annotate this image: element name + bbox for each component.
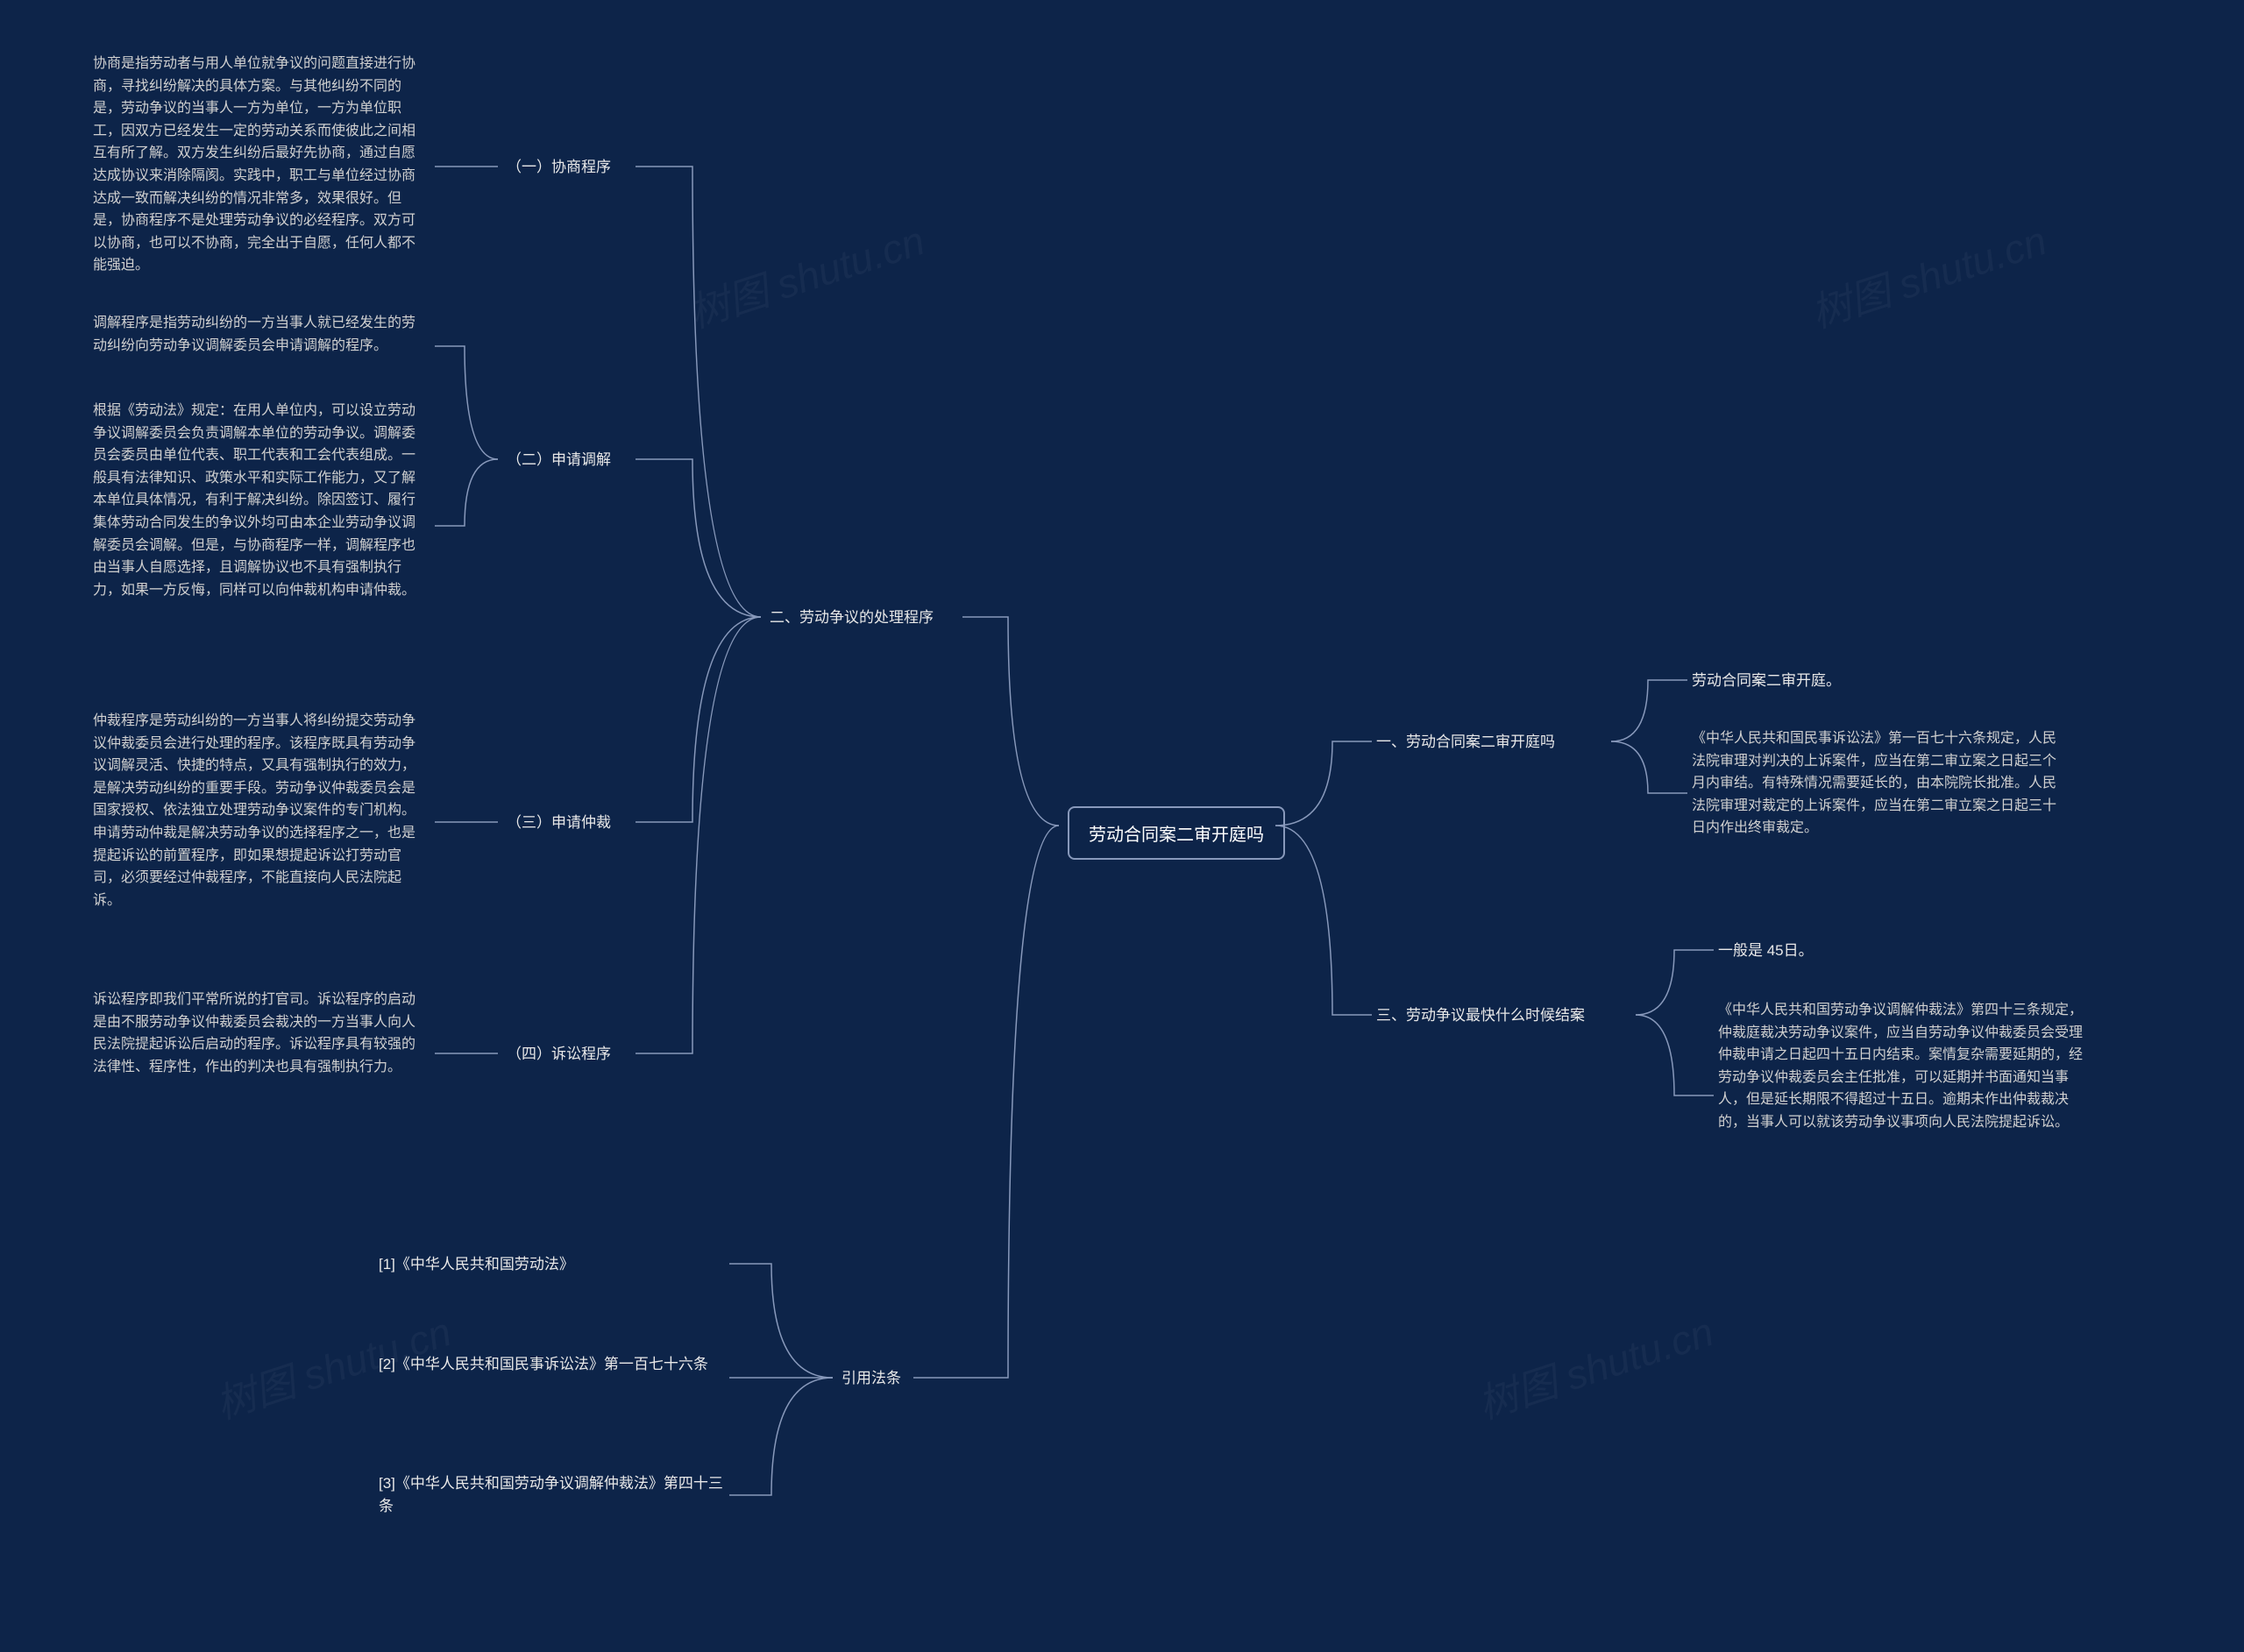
center-node: 劳动合同案二审开庭吗	[1068, 806, 1285, 860]
branch-1-child-1: 劳动合同案二审开庭。	[1692, 670, 1841, 692]
sub-1-desc: 协商是指劳动者与用人单位就争议的问题直接进行协商，寻找纠纷解决的具体方案。与其他…	[93, 53, 426, 277]
law-ref-2: [2]《中华人民共和国民事诉讼法》第一百七十六条	[379, 1353, 729, 1376]
branch-1: 一、劳动合同案二审开庭吗	[1376, 731, 1555, 754]
law-ref-1: [1]《中华人民共和国劳动法》	[379, 1253, 729, 1276]
law-branch: 引用法条	[842, 1367, 901, 1390]
sub-4: （四）诉讼程序	[507, 1043, 611, 1066]
watermark: 树图 shutu.cn	[1803, 209, 2053, 340]
sub-3: （三）申请仲裁	[507, 812, 611, 834]
branch-2: 二、劳动争议的处理程序	[770, 606, 934, 629]
branch-3: 三、劳动争议最快什么时候结案	[1376, 1004, 1585, 1027]
sub-2-desc-2: 根据《劳动法》规定：在用人单位内，可以设立劳动争议调解委员会负责调解本单位的劳动…	[93, 400, 426, 601]
watermark: 树图 shutu.cn	[1470, 1301, 1720, 1431]
watermark: 树图 shutu.cn	[681, 209, 931, 340]
law-ref-3: [3]《中华人民共和国劳动争议调解仲裁法》第四十三条	[379, 1472, 729, 1517]
branch-3-child-1: 一般是 45日。	[1718, 939, 1814, 962]
sub-2: （二）申请调解	[507, 449, 611, 471]
branch-1-child-2: 《中华人民共和国民事诉讼法》第一百七十六条规定，人民法院审理对判决的上诉案件，应…	[1692, 727, 2069, 840]
sub-2-desc-1: 调解程序是指劳动纠纷的一方当事人就已经发生的劳动纠纷向劳动争议调解委员会申请调解…	[93, 312, 426, 357]
sub-4-desc: 诉讼程序即我们平常所说的打官司。诉讼程序的启动是由不服劳动争议仲裁委员会裁决的一…	[93, 989, 426, 1078]
sub-3-desc: 仲裁程序是劳动纠纷的一方当事人将纠纷提交劳动争议仲裁委员会进行处理的程序。该程序…	[93, 710, 426, 911]
branch-3-child-2: 《中华人民共和国劳动争议调解仲裁法》第四十三条规定，仲裁庭裁决劳动争议案件，应当…	[1718, 999, 2095, 1134]
sub-1: （一）协商程序	[507, 156, 611, 179]
